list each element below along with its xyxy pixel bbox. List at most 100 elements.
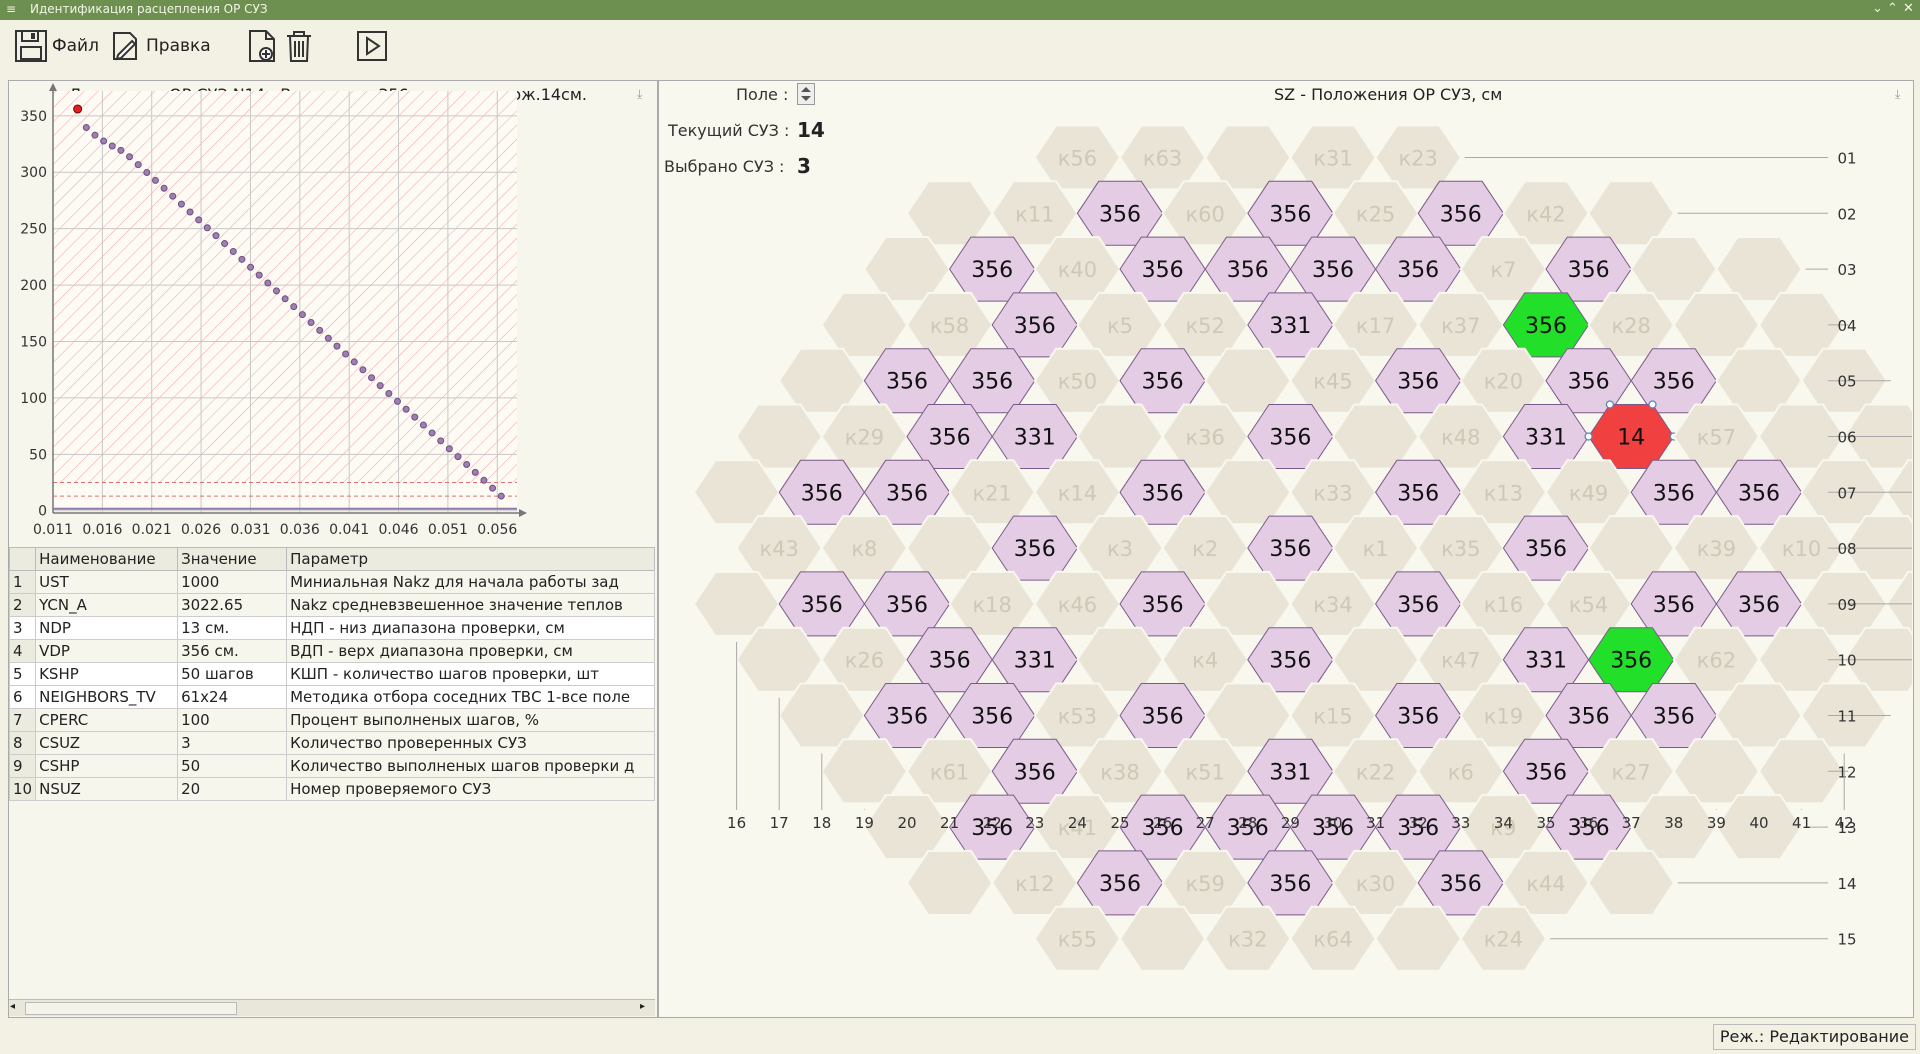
hex-cell[interactable]: [905, 180, 994, 247]
rod-id-label[interactable]: к46: [1058, 593, 1097, 617]
column-header-param[interactable]: Параметр: [286, 547, 655, 571]
rod-id-label[interactable]: к64: [1313, 928, 1352, 952]
rod-id-label[interactable]: к51: [1185, 760, 1224, 784]
rod-id-label[interactable]: к50: [1058, 370, 1097, 394]
hex-cell[interactable]: [735, 403, 824, 470]
hex-cell[interactable]: [777, 682, 866, 749]
rod-id-label[interactable]: к17: [1356, 314, 1395, 338]
edit-menu-button[interactable]: Правка: [108, 28, 211, 64]
param-name-cell[interactable]: CPERC: [35, 708, 179, 732]
rod-position-label[interactable]: 356: [1653, 593, 1695, 618]
param-description-cell[interactable]: Количество выполненых шагов проверки д: [286, 754, 655, 778]
rod-position-label[interactable]: 356: [1397, 481, 1439, 506]
rod-position-label[interactable]: 356: [801, 593, 843, 618]
rod-id-label[interactable]: к52: [1185, 314, 1224, 338]
rod-position-label[interactable]: 356: [1568, 370, 1610, 395]
table-row[interactable]: 5 KSHP 50 шагов КШП - количество шагов пров…: [8, 662, 655, 686]
param-name-cell[interactable]: NDP: [35, 616, 179, 640]
param-value-cell[interactable]: 100: [177, 708, 288, 732]
hex-cell[interactable]: [1715, 347, 1803, 414]
rod-id-label[interactable]: к8: [851, 537, 877, 561]
param-description-cell[interactable]: Методика отбора соседних ТВС 1-все поле: [286, 685, 655, 709]
rod-position-label[interactable]: 331: [1525, 649, 1567, 674]
delete-button[interactable]: [284, 28, 318, 64]
rod-id-label[interactable]: к5: [1107, 314, 1133, 338]
rod-position-label[interactable]: 356: [971, 816, 1013, 841]
hex-cell[interactable]: [820, 738, 909, 805]
rod-id-label[interactable]: к34: [1313, 593, 1352, 617]
row-number[interactable]: 5: [8, 662, 37, 686]
rod-id-label[interactable]: к23: [1398, 147, 1437, 171]
rod-id-label[interactable]: к24: [1484, 928, 1523, 952]
rod-position-label[interactable]: 356: [1312, 816, 1354, 841]
hex-cell[interactable]: [1715, 794, 1803, 861]
rod-position-label[interactable]: 356: [1653, 481, 1695, 506]
table-row[interactable]: 4 VDP 356 см. ВДП - верх диапазона проверки…: [8, 639, 655, 663]
rod-id-label[interactable]: к32: [1228, 928, 1267, 952]
rod-id-label[interactable]: к33: [1313, 481, 1352, 505]
param-name-cell[interactable]: CSHP: [35, 754, 179, 778]
scroll-left-icon[interactable]: ◂: [10, 1001, 16, 1012]
rod-id-label[interactable]: к14: [1058, 481, 1097, 505]
row-number[interactable]: 6: [8, 685, 37, 709]
rod-id-label[interactable]: к15: [1313, 705, 1352, 729]
run-button[interactable]: [356, 28, 392, 64]
param-name-cell[interactable]: NEIGHBORS_TV: [35, 685, 179, 709]
scroll-right-icon[interactable]: ▸: [640, 1001, 646, 1012]
rod-id-label[interactable]: к26: [845, 649, 884, 673]
rod-id-label[interactable]: к28: [1611, 314, 1650, 338]
rod-position-label[interactable]: 356: [1142, 370, 1184, 395]
hex-cell[interactable]: [1203, 682, 1292, 749]
rod-id-label[interactable]: к11: [1015, 202, 1054, 226]
rod-id-label[interactable]: к41: [1058, 816, 1097, 840]
rod-id-label[interactable]: к36: [1185, 426, 1224, 450]
rod-position-label[interactable]: 356: [1142, 705, 1184, 730]
rod-position-label[interactable]: 356: [1142, 481, 1184, 506]
rod-position-label[interactable]: 356: [801, 481, 843, 506]
rod-id-label[interactable]: к3: [1107, 537, 1133, 561]
row-number[interactable]: 1: [8, 570, 37, 594]
param-name-cell[interactable]: UST: [35, 570, 179, 594]
rod-id-label[interactable]: к62: [1697, 649, 1736, 673]
hex-cell[interactable]: [863, 236, 951, 303]
rod-id-label[interactable]: к61: [930, 760, 969, 784]
hex-cell[interactable]: [905, 849, 994, 916]
rod-id-label[interactable]: к20: [1484, 370, 1523, 394]
row-number[interactable]: 2: [8, 593, 37, 617]
new-document-button[interactable]: [246, 28, 282, 64]
row-number[interactable]: 8: [8, 731, 37, 755]
rod-position-label[interactable]: 356: [1227, 816, 1269, 841]
param-name-cell[interactable]: CSUZ: [35, 731, 179, 755]
rod-position-label[interactable]: 356: [1397, 705, 1439, 730]
rod-position-label[interactable]: 356: [1099, 872, 1141, 897]
param-description-cell[interactable]: Миниальная Nakz для начала работы зад: [286, 570, 655, 594]
minimize-icon[interactable]: ⌄: [1872, 1, 1883, 16]
rod-id-label[interactable]: к21: [972, 481, 1011, 505]
rod-id-label[interactable]: к49: [1569, 481, 1608, 505]
rod-position-label[interactable]: 356: [1397, 593, 1439, 618]
hex-cell[interactable]: [1715, 682, 1803, 749]
rod-id-label[interactable]: к43: [759, 537, 798, 561]
rod-id-label[interactable]: к35: [1441, 537, 1480, 561]
hex-cell[interactable]: [1587, 180, 1676, 247]
rod-position-label[interactable]: 356: [886, 593, 928, 618]
column-header-name[interactable]: Наименование: [35, 547, 179, 571]
column-header-value[interactable]: Значение: [177, 547, 288, 571]
rod-id-label[interactable]: к31: [1313, 147, 1352, 171]
scroll-thumb[interactable]: [25, 1002, 237, 1015]
rod-id-label[interactable]: к13: [1484, 481, 1523, 505]
param-name-cell[interactable]: YCN_A: [35, 593, 179, 617]
rod-id-label[interactable]: к44: [1526, 872, 1565, 896]
rod-position-label[interactable]: 356: [1568, 705, 1610, 730]
rod-position-label[interactable]: 356: [1397, 370, 1439, 395]
param-description-cell[interactable]: Количество проверенных СУЗ: [286, 731, 655, 755]
rod-position-label[interactable]: 356: [1525, 314, 1567, 339]
hex-cell[interactable]: [820, 291, 909, 358]
rod-position-label[interactable]: 356: [1014, 537, 1056, 562]
rod-id-label[interactable]: к63: [1143, 147, 1182, 171]
rod-id-label[interactable]: к19: [1484, 705, 1523, 729]
rod-id-label[interactable]: к54: [1569, 593, 1608, 617]
param-description-cell[interactable]: Процент выполненых шагов, %: [286, 708, 655, 732]
rod-id-label[interactable]: к55: [1058, 928, 1097, 952]
rod-id-label[interactable]: к30: [1356, 872, 1395, 896]
